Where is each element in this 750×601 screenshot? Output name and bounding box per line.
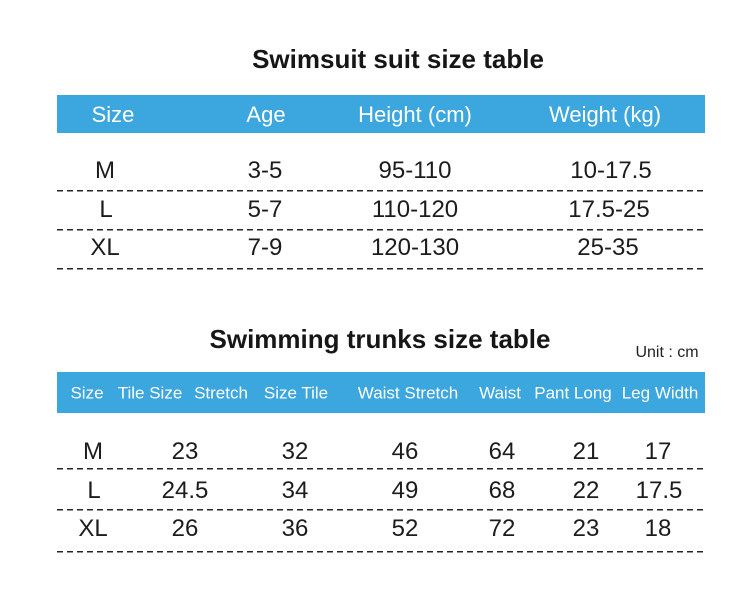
header-leg-width: Leg Width bbox=[621, 383, 699, 403]
cell-tile-size: 26 bbox=[171, 515, 199, 542]
header-size: Size bbox=[91, 102, 135, 127]
header-tile-size: Tile Size bbox=[117, 383, 183, 403]
cell-size: M bbox=[83, 438, 103, 465]
cell-leg-width: 18 bbox=[644, 515, 672, 542]
cell-tile-size: 23 bbox=[171, 438, 199, 465]
table-bottom-divider bbox=[57, 268, 703, 270]
swimsuit-table-header-bar: Size Age Height (cm) Weight (kg) bbox=[57, 95, 705, 133]
cell-stretch: 34 bbox=[281, 477, 309, 504]
header-size-tile: Size Tile bbox=[263, 383, 329, 403]
cell-age: 7-9 bbox=[247, 234, 283, 261]
unit-note: Unit : cm bbox=[635, 344, 699, 361]
swimsuit-table-title: Swimsuit suit size table bbox=[252, 44, 544, 74]
row-divider bbox=[57, 468, 703, 470]
cell-waist-stretch: 49 bbox=[391, 477, 419, 504]
cell-stretch: 36 bbox=[281, 515, 309, 542]
cell-waist-stretch: 46 bbox=[391, 438, 419, 465]
cell-age: 5-7 bbox=[247, 196, 283, 223]
trunks-table-header-bar: Size Tile Size Stretch Size Tile Waist S… bbox=[57, 372, 705, 413]
cell-waist: 64 bbox=[488, 438, 516, 465]
cell-tile-size: 24.5 bbox=[161, 477, 209, 504]
cell-leg-width: 17 bbox=[644, 438, 672, 465]
cell-size: L bbox=[99, 196, 113, 223]
header-weight: Weight (kg) bbox=[548, 102, 662, 127]
cell-age: 3-5 bbox=[247, 157, 283, 184]
table-bottom-divider bbox=[57, 551, 703, 553]
row-divider bbox=[57, 509, 703, 511]
header-size: Size bbox=[70, 383, 104, 403]
cell-height: 95-110 bbox=[378, 157, 452, 184]
cell-leg-width: 17.5 bbox=[635, 477, 683, 504]
cell-waist: 68 bbox=[488, 477, 516, 504]
trunks-table-title: Swimming trunks size table bbox=[209, 324, 551, 354]
header-stretch: Stretch bbox=[194, 383, 248, 403]
header-age: Age bbox=[246, 102, 286, 127]
cell-size: XL bbox=[90, 234, 120, 261]
cell-size: XL bbox=[78, 515, 108, 542]
header-waist-stretch: Waist Stretch bbox=[357, 383, 459, 403]
cell-pant-long: 21 bbox=[572, 438, 600, 465]
cell-height: 110-120 bbox=[371, 196, 459, 223]
cell-height: 120-130 bbox=[370, 234, 460, 261]
cell-weight: 17.5-25 bbox=[568, 196, 650, 223]
row-divider bbox=[57, 229, 703, 231]
header-waist: Waist bbox=[479, 383, 521, 403]
cell-size: L bbox=[87, 477, 101, 504]
cell-pant-long: 23 bbox=[572, 515, 600, 542]
cell-weight: 10-17.5 bbox=[570, 157, 652, 184]
header-height: Height (cm) bbox=[358, 102, 472, 127]
cell-weight: 25-35 bbox=[577, 234, 639, 261]
cell-size: M bbox=[95, 157, 115, 184]
cell-pant-long: 22 bbox=[572, 477, 600, 504]
cell-waist-stretch: 52 bbox=[391, 515, 419, 542]
row-divider bbox=[57, 190, 703, 192]
header-pant-long: Pant Long bbox=[534, 383, 612, 403]
cell-stretch: 32 bbox=[281, 438, 309, 465]
cell-waist: 72 bbox=[488, 515, 516, 542]
